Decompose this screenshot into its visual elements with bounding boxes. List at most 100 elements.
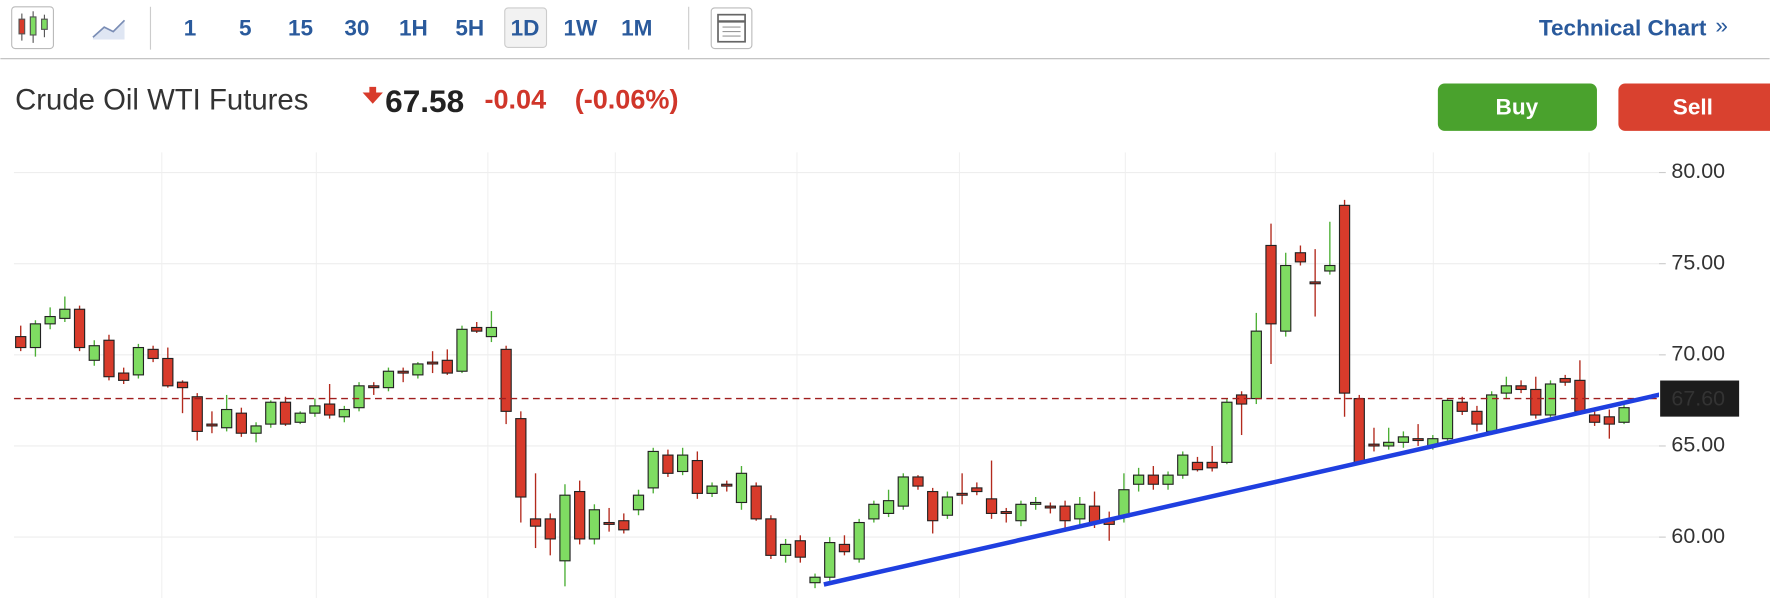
candle-body	[735, 472, 748, 504]
candle-body	[956, 492, 968, 496]
candle-body	[1471, 410, 1483, 425]
candle-body	[1177, 454, 1189, 476]
candle-body	[412, 363, 424, 376]
candle-body	[868, 503, 880, 520]
candle-body	[632, 494, 645, 511]
candle-body	[691, 459, 703, 494]
candle-body	[1132, 474, 1145, 485]
timeframe[interactable]: 1	[184, 15, 197, 40]
candle-body	[1588, 414, 1601, 423]
candle-body	[44, 315, 56, 325]
candle-body	[971, 487, 983, 493]
candle-body	[647, 450, 659, 489]
candle-body	[544, 518, 556, 540]
candle-body	[1191, 461, 1204, 471]
timeframe[interactable]: 1W	[563, 15, 598, 40]
instrument-name: Crude Oil WTI Futures	[15, 83, 308, 116]
candle-body	[1530, 388, 1542, 416]
candle-body	[1044, 505, 1057, 509]
candle-body	[706, 485, 718, 494]
candle-body	[206, 423, 218, 427]
candle-body	[779, 543, 792, 556]
candle-body	[809, 576, 821, 584]
buy-button[interactable]: Buy	[1437, 83, 1597, 131]
candle-body	[1397, 436, 1410, 443]
candle-body	[1280, 264, 1292, 332]
candle-body	[515, 418, 527, 498]
candle-body	[382, 370, 395, 389]
buy-label[interactable]: Buy	[1496, 94, 1539, 119]
down-arrow	[362, 86, 383, 104]
candle-body	[1559, 377, 1571, 383]
timeframe[interactable]: 15	[288, 15, 313, 40]
change: -0.04	[484, 84, 546, 115]
candle-body	[603, 521, 615, 525]
sell-button[interactable]: Sell	[1618, 83, 1770, 131]
candle-body	[897, 476, 909, 507]
candle-body	[103, 339, 115, 378]
candle-body	[750, 485, 762, 520]
candle-body	[235, 412, 248, 434]
candle-body	[765, 518, 777, 556]
candle-icon	[18, 11, 48, 43]
candle-body	[279, 401, 292, 425]
candle-body	[1147, 474, 1159, 485]
candle-body	[29, 323, 42, 349]
candle-body	[1368, 443, 1380, 447]
candle-body	[1353, 398, 1365, 463]
candle-body	[574, 490, 586, 540]
candle-body	[588, 509, 601, 540]
y-tick-label: 60.00	[1671, 524, 1725, 548]
candle-body	[529, 518, 542, 527]
layout-icon-button[interactable]	[710, 7, 753, 50]
candle-body	[618, 520, 630, 531]
candle-body	[1015, 503, 1027, 522]
timeframe[interactable]: 5H	[455, 15, 484, 40]
candle-body	[309, 405, 321, 414]
timeframe[interactable]: 1M	[621, 15, 652, 40]
y-tick-label: 70.00	[1671, 341, 1725, 365]
link-icon[interactable]: »	[1715, 13, 1728, 38]
y-tick-label: 75.00	[1671, 250, 1725, 274]
candle-body	[853, 521, 865, 560]
candle-body	[1221, 401, 1233, 463]
timeframe[interactable]: 30	[344, 15, 369, 40]
candle-body	[662, 454, 674, 474]
y-axis: 60.00 65.00 70.00 75.00 80.00 67.60	[1659, 159, 1740, 548]
candle-body	[1000, 511, 1012, 514]
candle-body	[88, 345, 100, 361]
technical-chart-link[interactable]: Technical Chart	[1539, 15, 1707, 40]
candle-body	[676, 454, 689, 473]
candle-body	[1412, 438, 1424, 442]
candle-body	[353, 385, 365, 409]
line-icon-button[interactable]	[92, 19, 126, 40]
toolbar: 1 5 15 30 1H 5H 1D 1W 1M Technical Chart »	[0, 6, 1770, 60]
timeframe[interactable]: 1D	[511, 15, 540, 40]
candle-body	[73, 308, 86, 349]
candle-body	[1574, 379, 1586, 412]
candle-body	[912, 476, 924, 487]
candle-body	[985, 498, 998, 514]
candle-body	[1383, 441, 1395, 447]
candle-body	[1162, 474, 1174, 485]
candle-body	[397, 370, 409, 374]
sell-label[interactable]: Sell	[1673, 94, 1713, 119]
change-percent: (-0.06%)	[575, 84, 679, 115]
vertical-grid	[161, 152, 1590, 598]
candle-body	[824, 542, 836, 578]
candle-body	[426, 361, 439, 365]
candle-body	[1294, 252, 1307, 263]
y-tick-label: 65.00	[1671, 433, 1725, 457]
candle-body	[794, 540, 806, 558]
timeframe[interactable]: 1H	[399, 15, 428, 40]
candle-body	[1544, 383, 1557, 416]
selected-timeframe-box	[504, 7, 548, 48]
timeframe[interactable]: 5	[239, 15, 252, 40]
candle-body	[1456, 401, 1468, 412]
candle-body	[1441, 399, 1454, 440]
candle-body	[1118, 489, 1130, 518]
candle-body	[1206, 461, 1218, 469]
candle-body	[338, 408, 350, 418]
candle-body	[1074, 503, 1086, 520]
